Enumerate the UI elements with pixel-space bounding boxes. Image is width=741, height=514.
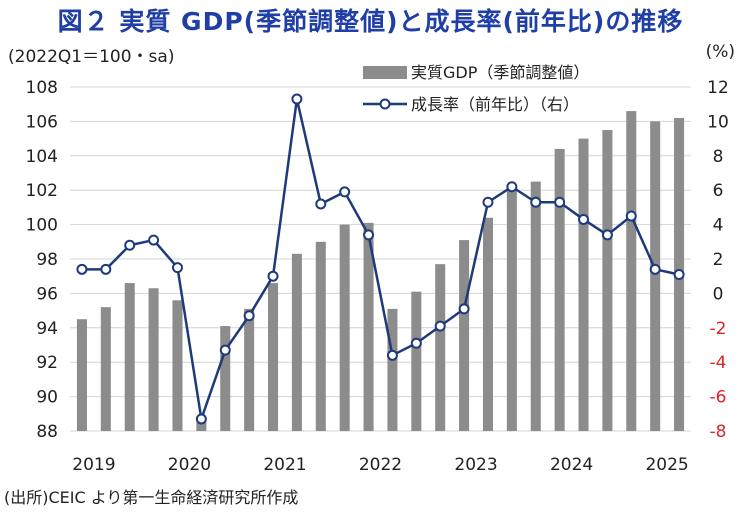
- right-tick-label: 10: [707, 112, 729, 132]
- gridlines: [70, 86, 691, 432]
- left-tick-label: 88: [36, 422, 58, 442]
- growth-point: [578, 213, 590, 225]
- growth-point: [76, 263, 88, 275]
- legend-line-marker: [379, 98, 391, 110]
- growth-point: [148, 234, 160, 246]
- x-axis-ticks: 2019 2020 2021 2022 2023 2024 2025: [72, 455, 688, 475]
- right-tick-label: -4: [710, 353, 727, 373]
- x-tick-label: 2022: [359, 455, 402, 475]
- left-tick-label: 100: [26, 216, 58, 236]
- left-tick-label: 94: [36, 319, 58, 339]
- x-tick-label: 2023: [454, 455, 497, 475]
- left-tick-label: 90: [36, 388, 58, 408]
- growth-point: [267, 270, 279, 282]
- growth-point: [458, 303, 470, 315]
- left-tick-label: 108: [26, 78, 58, 98]
- gdp-bar: [650, 121, 661, 432]
- growth-point: [219, 344, 231, 356]
- right-tick-label: 2: [713, 250, 724, 270]
- right-tick-label: 6: [713, 181, 724, 201]
- growth-point: [291, 93, 303, 105]
- growth-point: [673, 268, 685, 280]
- growth-point: [315, 198, 327, 210]
- growth-point: [363, 229, 375, 241]
- gdp-bar: [482, 217, 493, 431]
- x-tick-label: 2024: [550, 455, 593, 475]
- growth-point: [339, 186, 351, 198]
- legend-bar-label: 実質GDP（季節調整値）: [411, 63, 589, 82]
- gdp-bar: [435, 264, 446, 431]
- gdp-bar: [196, 418, 207, 431]
- gdp-bar: [363, 222, 374, 431]
- growth-point: [530, 196, 542, 208]
- gdp-bar: [268, 283, 279, 431]
- gdp-bar: [315, 241, 326, 431]
- growth-point: [554, 196, 566, 208]
- gdp-bar: [626, 111, 637, 431]
- source-note: (出所)CEIC より第一生命経済研究所作成: [4, 488, 299, 507]
- gdp-bar: [124, 283, 135, 431]
- gdp-bar: [578, 138, 589, 431]
- growth-point: [649, 263, 661, 275]
- left-axis-ticks: 88 90 92 94 96 98 100 102 104 106 108: [26, 78, 58, 442]
- gdp-bar: [220, 326, 231, 431]
- gdp-bar: [411, 291, 422, 431]
- gdp-bars: [76, 111, 685, 432]
- gdp-bar: [100, 307, 111, 431]
- x-tick-label: 2025: [645, 455, 688, 475]
- left-tick-label: 104: [26, 147, 58, 167]
- growth-point: [410, 337, 422, 349]
- left-tick-label: 96: [36, 284, 58, 304]
- growth-point: [243, 310, 255, 322]
- gdp-bar: [339, 224, 350, 431]
- gdp-bar: [148, 288, 159, 431]
- legend-line-label: 成長率（前年比）（右）: [411, 95, 579, 114]
- gdp-bar: [459, 240, 470, 431]
- growth-point: [100, 263, 112, 275]
- growth-point: [124, 239, 136, 251]
- gdp-bar: [244, 308, 255, 431]
- right-tick-label: 0: [713, 284, 724, 304]
- right-tick-label: 8: [713, 147, 724, 167]
- growth-point: [482, 196, 494, 208]
- left-tick-label: 98: [36, 250, 58, 270]
- gdp-bar: [76, 319, 87, 431]
- right-tick-label: 12: [707, 78, 729, 98]
- right-axis-unit: (%): [705, 42, 735, 62]
- x-tick-label: 2020: [168, 455, 211, 475]
- right-axis-ticks: -8 -6 -4 -2 0 2 4 6 8 10 12: [707, 78, 729, 442]
- left-tick-label: 92: [36, 353, 58, 373]
- gdp-bar: [387, 308, 398, 431]
- legend-bar-swatch: [363, 66, 407, 79]
- growth-point: [195, 413, 207, 425]
- legend: 実質GDP（季節調整値） 成長率（前年比）（右）: [363, 63, 589, 114]
- right-tick-label: -2: [710, 319, 727, 339]
- x-tick-label: 2019: [72, 455, 115, 475]
- growth-point: [171, 262, 183, 274]
- growth-point: [601, 229, 613, 241]
- left-tick-label: 102: [26, 181, 58, 201]
- growth-point: [506, 181, 518, 193]
- growth-line: [76, 93, 685, 425]
- x-tick-label: 2021: [263, 455, 306, 475]
- chart-title: 図２ 実質 GDP(季節調整値)と成長率(前年比)の推移: [57, 7, 684, 36]
- gdp-bar: [506, 186, 517, 431]
- gdp-bar: [172, 300, 183, 431]
- right-tick-label: -6: [710, 388, 727, 408]
- left-tick-label: 106: [26, 112, 58, 132]
- gdp-bar: [291, 253, 302, 431]
- right-tick-label: 4: [713, 216, 724, 236]
- growth-point: [386, 349, 398, 361]
- left-axis-unit: (2022Q1＝100・sa): [8, 47, 175, 67]
- growth-point: [434, 320, 446, 332]
- gdp-bar: [530, 181, 541, 431]
- gdp-bar: [602, 130, 613, 431]
- growth-point: [625, 210, 637, 222]
- right-tick-label: -8: [710, 422, 727, 442]
- gdp-bar: [554, 148, 565, 432]
